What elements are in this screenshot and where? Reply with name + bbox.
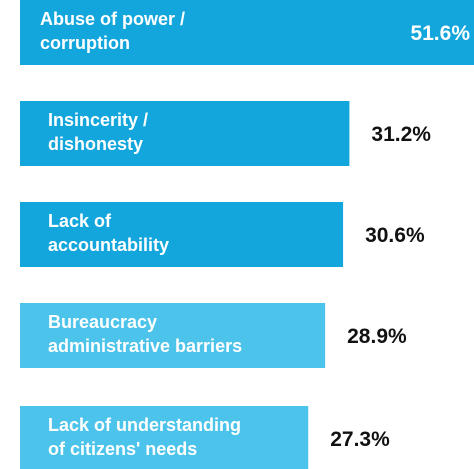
bar-label: of citizens' needs	[48, 439, 197, 459]
bar	[20, 202, 344, 267]
value-label: 51.6%	[410, 22, 470, 45]
value-label: 28.9%	[347, 325, 407, 348]
bar-label: corruption	[40, 33, 130, 53]
bar	[20, 0, 474, 65]
bar-label: accountability	[48, 235, 169, 255]
bar	[20, 406, 309, 469]
bar	[20, 303, 326, 368]
bar-label: dishonesty	[48, 134, 143, 154]
bar-label: administrative barriers	[48, 336, 242, 356]
value-label: 31.2%	[371, 123, 431, 146]
value-label: 27.3%	[330, 428, 390, 451]
bar-label: Insincerity /	[48, 110, 148, 130]
value-label: 30.6%	[365, 224, 425, 247]
bar-label: Lack of understanding	[48, 415, 241, 435]
bar-label: Bureaucracy	[48, 312, 157, 332]
bar-label: Lack of	[48, 211, 112, 231]
bar	[20, 101, 350, 166]
bar-label: Abuse of power /	[40, 9, 185, 29]
